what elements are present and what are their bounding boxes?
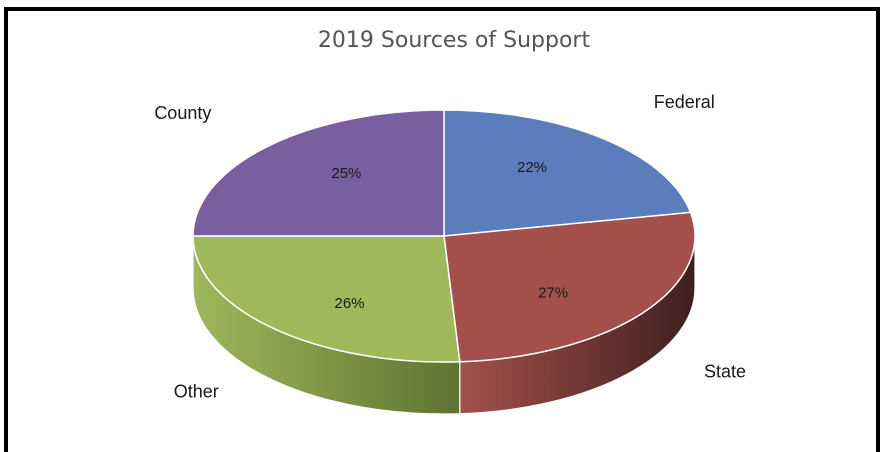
slice-federal [443, 109, 692, 237]
slice-other [192, 235, 461, 363]
category-label-county: County [154, 103, 211, 123]
category-label-other: Other [174, 381, 219, 401]
pie-slices [192, 109, 696, 363]
slice-county [192, 109, 445, 237]
slice-state [443, 211, 696, 363]
category-label-state: State [704, 361, 746, 381]
data-label-state: 27% [538, 285, 568, 302]
category-labels: Federal State Other County [154, 92, 746, 402]
data-labels: 22% 27% 26% 25% [331, 159, 568, 312]
data-label-county: 25% [331, 165, 361, 182]
chart-title: 2019 Sources of Support [318, 28, 591, 53]
category-label-federal: Federal [654, 92, 715, 112]
data-label-other: 26% [334, 295, 364, 312]
data-label-federal: 22% [517, 159, 547, 176]
